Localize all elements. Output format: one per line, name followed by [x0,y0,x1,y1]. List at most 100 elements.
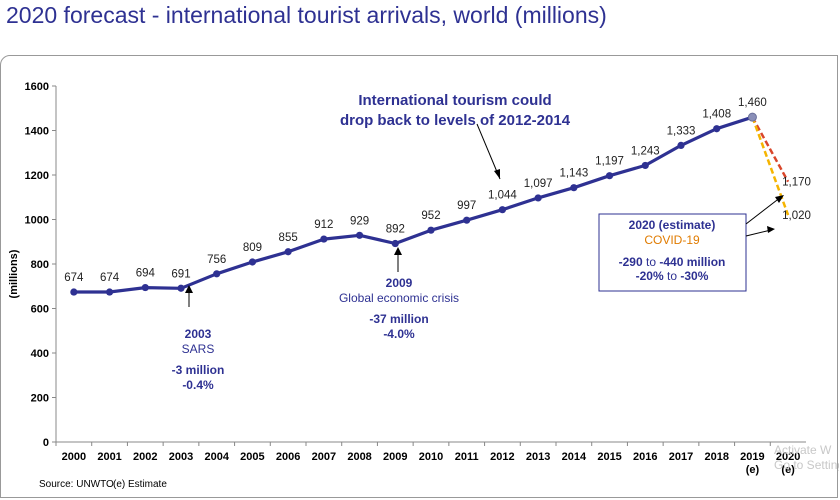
data-labels: 674 674 694 691 756 809 855 912 929 892 952 997 1,04… [64,97,811,284]
data-label: 756 [207,254,226,266]
x-tick-label: 2015 [597,451,621,463]
forecast-data-label: 1,170 [782,177,811,189]
forecast-pct-low: -20% [636,269,664,283]
forecast-range-millions: -290 to -440 million [619,255,726,269]
y-tick-label: 800 [31,259,49,271]
data-point [427,226,435,234]
x-tick-label: 2008 [347,451,371,463]
x-tick-label: 2001 [97,451,121,463]
sars-year: 2003 [185,327,212,341]
data-label: 1,460 [738,97,767,109]
data-label: 674 [64,272,84,284]
sars-pct: -0.4% [182,378,214,392]
data-point [747,112,757,122]
data-point [463,216,471,224]
data-label: 1,143 [559,168,588,180]
forecast-arrow-upper [745,196,782,225]
tourism-annotation-line-1: International tourism could [358,92,551,109]
x-tick-label: 2020 [776,451,800,463]
data-label: 674 [100,272,120,284]
footer: Source: UNWTO (e) Estimate Activate W Go… [39,443,839,490]
data-point [105,288,114,296]
y-tick-label: 1400 [25,126,49,138]
y-tick-label: 1200 [25,170,49,182]
annotations: International tourism could drop back to… [172,92,784,392]
x-tick-note: (e) [746,464,760,476]
data-label: 892 [386,224,405,236]
x-tick-label: 2014 [562,451,587,463]
x-tick-label: 2003 [169,451,193,463]
data-point [177,284,185,292]
forecast-range-pct: -20% to -30% [636,269,709,283]
x-tick-label: 2017 [669,451,693,463]
y-tick-label: 200 [31,393,49,405]
data-label: 809 [243,242,262,254]
sars-label: SARS [182,342,215,356]
x-tick-label: 2011 [455,451,479,463]
x-tick-label: 2016 [633,451,657,463]
data-point [534,194,542,202]
data-point [391,239,399,248]
x-tick-label: 2000 [62,451,86,463]
crisis-year: 2009 [386,276,413,290]
x-tick-label: 2010 [419,451,443,463]
x-tick-label: 2012 [490,451,514,463]
data-label: 1,197 [595,156,624,168]
data-label: 855 [279,232,298,244]
footer-source: Source: UNWTO [39,479,114,490]
tourism-arrow [476,123,501,180]
data-point [284,248,292,256]
forecast-range-high: -440 million [659,255,725,269]
x-tick-label: 2013 [526,451,550,463]
data-point [141,283,149,292]
data-label: 691 [171,268,190,280]
forecast-line [751,116,790,183]
x-tick-label: 2005 [240,451,264,463]
y-tick-label: 1600 [25,81,49,93]
crisis-change: -37 million [369,312,428,326]
page-title: 2020 forecast - international tourist ar… [6,2,607,28]
data-point [713,125,721,133]
data-point [248,258,257,266]
y-tick-label: 1000 [25,215,49,227]
data-label: 912 [314,219,333,231]
series-lines [70,112,790,296]
y-axis-title: (millions) [8,249,20,298]
forecast-box [598,213,747,292]
chart-frame: 0 200 400 600 800 1000 1200 1400 1600 (millions) 2… [0,55,839,498]
x-tick-label: 2002 [133,451,157,463]
tourism-arrowhead [494,169,500,179]
y-tick-label: 600 [31,304,49,316]
crisis-label: Global economic crisis [339,291,459,305]
data-label: 1,333 [667,125,696,137]
forecast-line [751,116,790,216]
y-tick-label: 400 [31,348,49,360]
data-point [641,161,649,170]
x-tick-note: (e) [781,464,795,476]
data-point [213,270,221,278]
data-label: 694 [136,268,156,280]
axes: 0 200 400 600 800 1000 1200 1400 1600 (millions) 2… [8,81,806,476]
chart: 0 200 400 600 800 1000 1200 1400 1600 (millions) 2… [8,81,839,490]
data-label: 952 [421,210,440,222]
data-point [70,288,78,296]
data-point [355,231,364,239]
data-label: 997 [457,200,476,212]
x-tick-label: 2006 [276,451,300,463]
series-line [73,115,753,294]
y-tick-label: 0 [43,437,49,449]
sars-arrowhead [185,285,193,293]
x-tick-label: 2009 [383,451,407,463]
watermark-line-1: Activate W [774,443,832,457]
watermark-line-2: Go to Setting [774,458,839,472]
data-point [677,141,685,150]
forecast-data-label: 1,020 [782,210,811,222]
data-point [605,172,614,180]
forecast-arrowhead-lower [767,226,775,233]
forecast-pct-high: -30% [680,269,708,283]
data-label: 1,243 [631,145,660,157]
x-tick-label: 2018 [704,451,728,463]
x-tick-label: 2019 [740,451,764,463]
tourism-annotation-line-2: drop back to levels of 2012-2014 [340,112,571,129]
